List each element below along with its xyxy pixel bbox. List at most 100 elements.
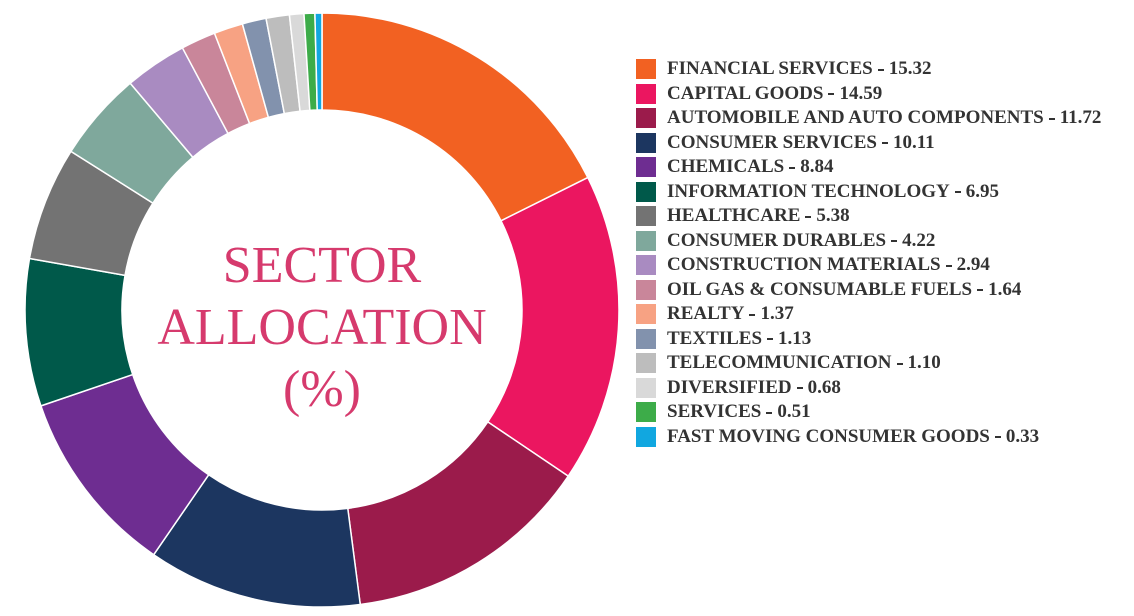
- separator: [766, 411, 773, 414]
- legend-value: 1.13: [778, 327, 812, 349]
- legend-label: OIL GAS & CONSUMABLE FUELS: [667, 278, 973, 300]
- legend-item: SERVICES 0.51: [636, 400, 1131, 425]
- legend-swatch: [636, 59, 656, 79]
- legend-value: 4.22: [902, 229, 936, 251]
- legend-value: 2.94: [956, 254, 990, 275]
- separator: [749, 313, 756, 316]
- legend-value: 11.72: [1059, 107, 1102, 128]
- chart: [24, 12, 620, 608]
- legend-swatch: [636, 328, 656, 349]
- legend-value: 8.84: [800, 156, 834, 177]
- legend-text: TEXTILES 1.13: [667, 327, 811, 352]
- legend-item: CAPITAL GOODS 14.59: [636, 82, 1131, 107]
- legend-label: FAST MOVING CONSUMER GOODS: [667, 425, 990, 447]
- legend-swatch: [636, 132, 656, 153]
- separator: [805, 215, 812, 218]
- separator: [796, 387, 803, 390]
- separator: [977, 289, 984, 292]
- legend-value: 5.38: [816, 205, 850, 226]
- legend-label: AUTOMOBILE AND AUTO COMPONENTS: [667, 107, 1044, 128]
- separator: [891, 240, 898, 243]
- legend-item: FAST MOVING CONSUMER GOODS 0.33: [636, 425, 1131, 450]
- legend-label: CHEMICALS: [667, 156, 785, 177]
- legend-label: CONSTRUCTION MATERIALS: [667, 254, 941, 275]
- legend-text: CONSTRUCTION MATERIALS 2.94: [667, 253, 990, 278]
- legend-item: CONSTRUCTION MATERIALS 2.94: [636, 253, 1131, 278]
- legend-text: SERVICES 0.51: [667, 400, 811, 425]
- legend-text: FAST MOVING CONSUMER GOODS 0.33: [667, 425, 1039, 450]
- legend-swatch: [636, 157, 656, 177]
- legend-item: CHEMICALS 8.84: [636, 155, 1131, 180]
- legend-label: TELECOMMUNICATION: [667, 352, 892, 373]
- legend-text: AUTOMOBILE AND AUTO COMPONENTS 11.72: [667, 106, 1101, 131]
- legend-text: OIL GAS & CONSUMABLE FUELS 1.64: [667, 278, 1021, 303]
- slice: [314, 12, 323, 111]
- legend-text: FINANCIAL SERVICES 15.32: [667, 57, 932, 82]
- legend-item: FINANCIAL SERVICES 15.32: [636, 57, 1131, 82]
- separator: [954, 191, 961, 194]
- legend-value: 0.33: [1005, 425, 1040, 447]
- legend-text: CONSUMER DURABLES 4.22: [667, 229, 935, 254]
- legend-text: HEALTHCARE 5.38: [667, 204, 850, 229]
- legend-text: CHEMICALS 8.84: [667, 155, 833, 180]
- legend-value: 1.37: [760, 303, 794, 324]
- slice: [321, 12, 589, 222]
- legend-text: CAPITAL GOODS 14.59: [667, 82, 882, 107]
- legend-item: DIVERSIFIED 0.68: [636, 376, 1131, 401]
- separator: [994, 436, 1001, 439]
- legend-swatch: [636, 83, 656, 104]
- legend-item: AUTOMOBILE AND AUTO COMPONENTS 11.72: [636, 106, 1131, 131]
- legend-swatch: [636, 426, 656, 447]
- legend-swatch: [636, 206, 656, 226]
- separator: [896, 362, 903, 365]
- legend-swatch: [636, 304, 656, 324]
- legend-swatch: [636, 255, 656, 275]
- legend-swatch: [636, 279, 656, 300]
- legend: FINANCIAL SERVICES 15.32 CAPITAL GOODS 14.5…: [636, 57, 1131, 449]
- legend-value: 6.95: [965, 180, 999, 202]
- legend-label: CONSUMER DURABLES: [667, 229, 887, 251]
- separator: [881, 142, 888, 145]
- legend-text: INFORMATION TECHNOLOGY 6.95: [667, 180, 999, 205]
- legend-item: INFORMATION TECHNOLOGY 6.95: [636, 180, 1131, 205]
- legend-label: HEALTHCARE: [667, 205, 801, 226]
- separator: [767, 338, 774, 341]
- legend-label: DIVERSIFIED: [667, 376, 792, 398]
- legend-value: 0.68: [807, 376, 841, 398]
- legend-item: TELECOMMUNICATION 1.10: [636, 351, 1131, 376]
- separator: [877, 68, 884, 71]
- legend-value: 14.59: [839, 82, 883, 104]
- legend-swatch: [636, 353, 656, 373]
- separator: [945, 264, 952, 267]
- legend-item: CONSUMER SERVICES 10.11: [636, 131, 1131, 156]
- legend-swatch: [636, 108, 656, 128]
- legend-item: REALTY 1.37: [636, 302, 1131, 327]
- slice: [486, 176, 620, 478]
- legend-label: REALTY: [667, 303, 745, 324]
- legend-value: 15.32: [888, 58, 932, 79]
- separator: [828, 93, 835, 96]
- legend-item: HEALTHCARE 5.38: [636, 204, 1131, 229]
- separator: [789, 166, 796, 169]
- legend-swatch: [636, 181, 656, 202]
- legend-label: FINANCIAL SERVICES: [667, 58, 873, 79]
- legend-label: CONSUMER SERVICES: [667, 131, 877, 153]
- legend-item: OIL GAS & CONSUMABLE FUELS 1.64: [636, 278, 1131, 303]
- legend-swatch: [636, 377, 656, 398]
- legend-label: TEXTILES: [667, 327, 763, 349]
- legend-value: 1.64: [988, 278, 1022, 300]
- chart-title: SECTOR ALLOCATION (%): [157, 237, 487, 418]
- legend-item: CONSUMER DURABLES 4.22: [636, 229, 1131, 254]
- legend-value: 10.11: [892, 131, 935, 153]
- legend-label: CAPITAL GOODS: [667, 82, 824, 104]
- legend-text: TELECOMMUNICATION 1.10: [667, 351, 941, 376]
- legend-text: DIVERSIFIED 0.68: [667, 376, 841, 401]
- legend-text: CONSUMER SERVICES 10.11: [667, 131, 935, 156]
- legend-swatch: [636, 402, 656, 422]
- legend-value: 1.10: [907, 352, 941, 373]
- legend-label: INFORMATION TECHNOLOGY: [667, 180, 950, 202]
- separator: [1048, 117, 1055, 120]
- legend-label: SERVICES: [667, 401, 762, 422]
- legend-item: TEXTILES 1.13: [636, 327, 1131, 352]
